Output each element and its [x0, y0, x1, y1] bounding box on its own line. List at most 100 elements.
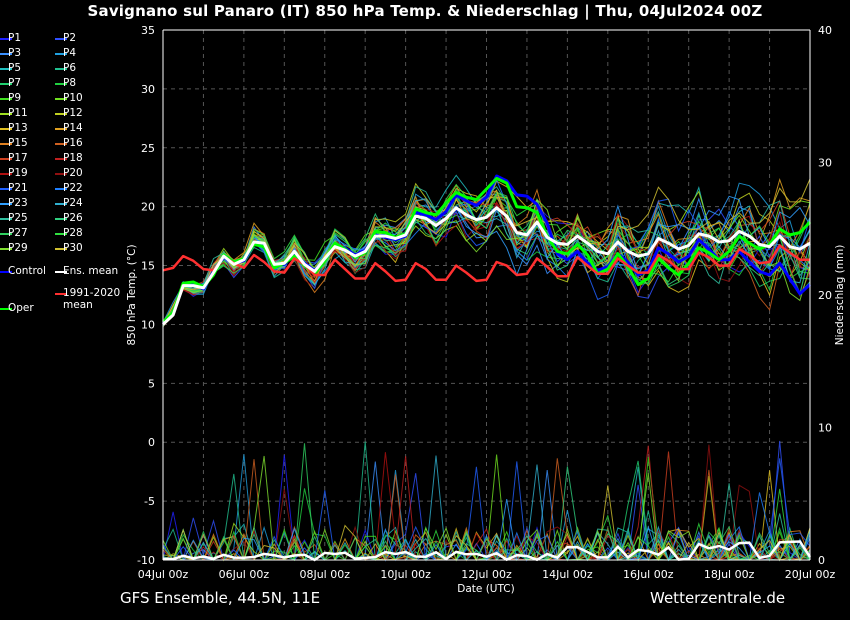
legend-swatch	[55, 143, 67, 145]
series-line-1991-2020-mean	[162, 244, 810, 283]
y-tick-label: 5	[148, 377, 155, 390]
legend-label: P1	[8, 32, 22, 44]
legend-label: P12	[63, 107, 83, 119]
legend-label: Oper	[8, 302, 34, 314]
legend-label: P29	[8, 242, 28, 254]
legend-label: Control	[8, 264, 46, 277]
main-series	[161, 174, 812, 562]
legend-swatch	[55, 158, 67, 160]
legend-label: P27	[8, 227, 28, 239]
legend-label: P15	[8, 137, 28, 149]
legend-label: P25	[8, 212, 28, 224]
legend-swatch	[55, 53, 67, 55]
legend-swatch	[55, 218, 67, 220]
legend-label: P22	[63, 182, 83, 194]
legend-label: P4	[63, 47, 77, 59]
y-tick-labels: -10 -5 0 5 10 15 20 25 30 35	[137, 24, 155, 567]
y-axis-label: 850 hPa Temp. (°C)	[126, 244, 138, 345]
grid	[162, 29, 811, 561]
y-tick-label: 10	[141, 318, 155, 331]
y-tick-label: 25	[141, 142, 155, 155]
legend-swatch	[0, 158, 12, 160]
legend-label: P19	[8, 167, 28, 179]
y-tick-label: 35	[141, 24, 155, 37]
legend-label: P6	[63, 62, 77, 74]
legend-swatch	[55, 233, 67, 235]
legend-label: P13	[8, 122, 28, 134]
x-tick-label: 06Jul 00z	[219, 568, 270, 581]
legend-swatch	[0, 83, 12, 85]
legend-swatch	[55, 113, 67, 115]
legend-swatch	[55, 38, 67, 40]
legend-label: P9	[8, 92, 22, 104]
x-tick-label: 12Jul 00z	[461, 568, 512, 581]
site-credit: Wetterzentrale.de	[650, 589, 786, 607]
legend-swatch	[55, 248, 67, 250]
legend-label: P26	[63, 212, 83, 224]
x-tick-label: 16Jul 00z	[623, 568, 674, 581]
x-tick-label: 20Jul 00z	[785, 568, 836, 581]
legend-label: P17	[8, 152, 28, 164]
y-tick-label: 20	[141, 201, 155, 214]
legend-swatch	[0, 53, 12, 55]
x-tick-label: 04Jul 00z	[138, 568, 189, 581]
legend-label: P18	[63, 152, 83, 164]
legend-label: P24	[63, 197, 83, 209]
legend-label: P28	[63, 227, 83, 239]
x-tick-label: 10Jul 00z	[380, 568, 431, 581]
x-tick-labels: 04Jul 00z 06Jul 00z 08Jul 00z 10Jul 00z 12Ju…	[138, 568, 836, 581]
legend-swatch	[0, 68, 12, 70]
legend-swatch	[0, 128, 12, 130]
legend-label: P10	[63, 92, 83, 104]
legend-label: P20	[63, 167, 83, 179]
legend-label: P21	[8, 182, 28, 194]
legend-label: P8	[63, 77, 77, 89]
legend-swatch	[0, 113, 12, 115]
legend-swatch	[55, 128, 67, 130]
model-info: GFS Ensemble, 44.5N, 11E	[120, 589, 321, 607]
x-tick-label: 18Jul 00z	[704, 568, 755, 581]
series-line-ens-mean	[161, 206, 811, 326]
legend-label: P30	[63, 242, 83, 254]
y2-tick-label: 20	[818, 289, 832, 302]
legend-swatch	[0, 203, 12, 205]
legend-label: 1991-2020 mean	[63, 287, 121, 311]
y-tick-label: -10	[137, 554, 155, 567]
legend-swatch	[55, 68, 67, 70]
axes	[162, 29, 811, 561]
legend-swatch	[0, 98, 12, 100]
x-tick-label: 14Jul 00z	[542, 568, 593, 581]
legend-swatch	[0, 38, 12, 40]
legend-swatch	[55, 98, 67, 100]
legend-swatch	[0, 233, 12, 235]
series-line-oper	[161, 176, 812, 324]
legend-swatch	[0, 248, 12, 250]
legend-swatch	[55, 173, 67, 175]
legend-label: P11	[8, 107, 28, 119]
y2-tick-label: 40	[818, 24, 832, 37]
y-tick-label: -5	[144, 495, 155, 508]
legend-swatch	[55, 270, 67, 273]
legend-swatch	[55, 83, 67, 85]
legend-swatch	[0, 143, 12, 145]
legend-swatch	[0, 270, 12, 273]
legend-label: P16	[63, 137, 83, 149]
x-tick-label: 08Jul 00z	[299, 568, 350, 581]
y2-tick-label: 0	[818, 554, 825, 567]
member-precip-line	[162, 461, 811, 562]
legend-label: P23	[8, 197, 28, 209]
y2-axis-label: Niederschlag (mm)	[834, 245, 846, 346]
legend-label: Ens. mean	[63, 264, 119, 277]
y-tick-label: 15	[141, 260, 155, 273]
legend-label: P2	[63, 32, 77, 44]
y2-tick-labels: 0 10 20 30 40	[818, 24, 832, 567]
legend-label: P14	[63, 122, 83, 134]
legend-label: P5	[8, 62, 22, 74]
y2-tick-label: 30	[818, 157, 832, 170]
legend-swatch	[55, 203, 67, 205]
legend-label: P7	[8, 77, 22, 89]
legend-swatch	[0, 218, 12, 220]
y-tick-label: 0	[148, 436, 155, 449]
legend-swatch	[0, 188, 12, 190]
